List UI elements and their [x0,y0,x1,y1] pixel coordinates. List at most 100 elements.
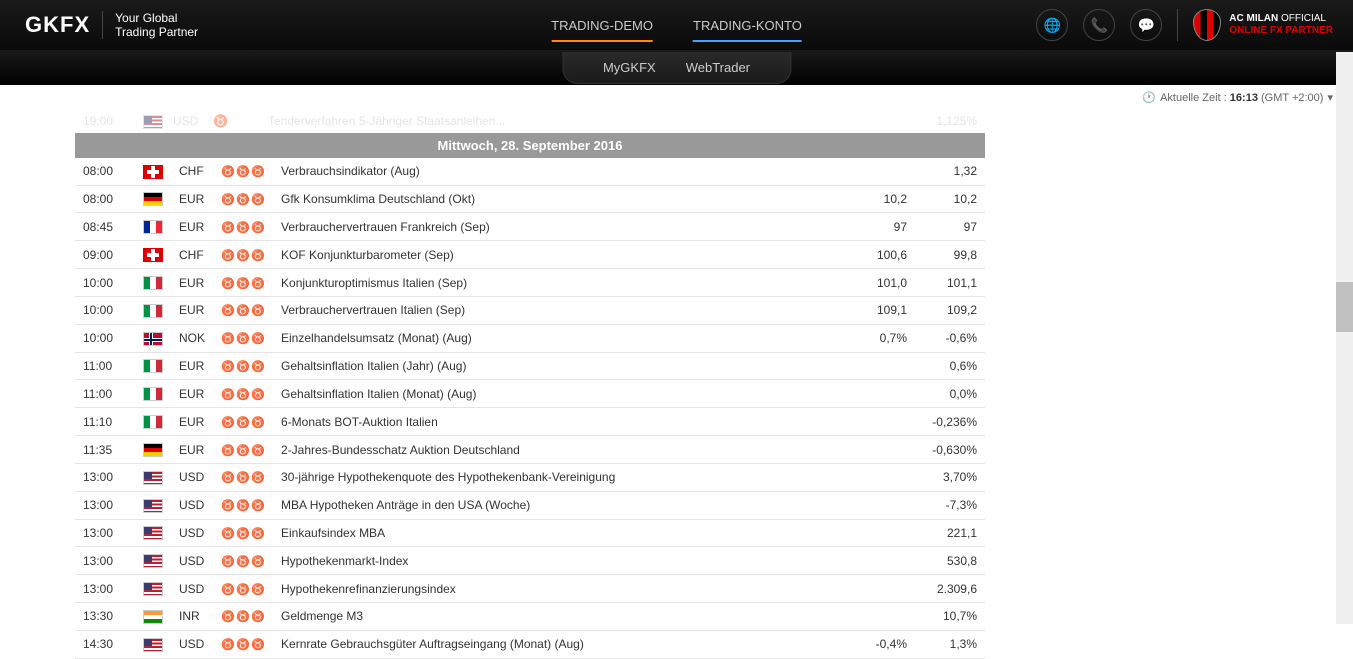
cell-event: MBA Hypotheken Anträge in den USA (Woche… [273,491,845,519]
bull-icon: ♉ [236,304,250,316]
cell-event: Verbrauchsindikator (Aug) [273,158,845,185]
scrollbar[interactable] [1336,52,1353,624]
timezone-dropdown-icon[interactable]: ▾ [1327,91,1333,104]
cell-currency: EUR [171,296,213,324]
flag-icon [143,165,163,179]
table-row[interactable]: 09:00CHF♉♉♉KOF Konjunkturbarometer (Sep)… [75,241,985,269]
cell-forecast: -0,4% [845,630,915,658]
header-right: 🌐 📞 💬 AC MILAN OFFICIAL ONLINE FX PARTNE… [1036,9,1353,41]
cell-currency: EUR [171,380,213,408]
table-row[interactable]: 08:00CHF♉♉♉Verbrauchsindikator (Aug)1,32 [75,158,985,185]
cell-previous: 10,7% [915,603,985,631]
cell-impact: ♉♉♉ [213,213,273,241]
bull-icon: ♉ [221,277,235,289]
scrollbar-thumb[interactable] [1336,282,1353,332]
cell-previous: 221,1 [915,519,985,547]
logo[interactable]: GKFX [25,12,90,38]
table-row[interactable]: 13:00USD♉♉♉MBA Hypotheken Anträge in den… [75,491,985,519]
globe-icon[interactable]: 🌐 [1036,9,1068,41]
bull-icon: ♉ [251,444,265,456]
cell-forecast [845,519,915,547]
cell-impact: ♉♉♉ [213,463,273,491]
subheader: MyGKFX WebTrader [0,50,1353,85]
cell-forecast: 109,1 [845,296,915,324]
cell-impact: ♉♉♉ [213,241,273,269]
timezone: (GMT +2:00) [1261,92,1323,104]
subnav-webtrader[interactable]: WebTrader [686,60,750,75]
cell-impact: ♉♉♉ [213,491,273,519]
bull-icon: ♉ [221,583,235,595]
cell-time: 11:00 [75,380,135,408]
phone-icon[interactable]: 📞 [1083,9,1115,41]
cell-forecast: 100,6 [845,241,915,269]
tab-trading-konto[interactable]: TRADING-KONTO [673,0,822,50]
table-row[interactable]: 08:00EUR♉♉♉Gfk Konsumklima Deutschland (… [75,185,985,213]
cell-time: 13:00 [75,547,135,575]
cell-impact: ♉♉♉ [213,324,273,352]
cell-forecast [845,575,915,603]
bull-icon: ♉ [251,555,265,567]
cell-flag [135,603,171,631]
bull-icon: ♉ [251,332,265,344]
bull-icon: ♉ [236,221,250,233]
flag-icon [143,276,163,290]
cell-forecast [845,352,915,380]
table-row[interactable]: 08:45EUR♉♉♉Verbrauchervertrauen Frankrei… [75,213,985,241]
table-row[interactable]: 13:30INR♉♉♉Geldmenge M310,7% [75,603,985,631]
cell-previous: 1,3% [915,630,985,658]
bull-icon: ♉ [221,527,235,539]
table-row[interactable]: 13:00USD♉♉♉Hypothekenmarkt-Index530,8 [75,547,985,575]
flag-icon [143,359,163,373]
tab-trading-demo[interactable]: TRADING-DEMO [531,0,673,50]
bull-icon: ♉ [236,277,250,289]
flag-icon [143,638,163,652]
bull-icon: ♉ [251,193,265,205]
table-row[interactable]: 13:00USD♉♉♉Einkaufsindex MBA221,1 [75,519,985,547]
table-row[interactable]: 14:30USD♉♉♉Kernrate Gebrauchsgüter Auftr… [75,630,985,658]
bull-icon: ♉ [221,499,235,511]
bull-icon: ♉ [251,638,265,650]
chat-icon[interactable]: 💬 [1130,9,1162,41]
cell-currency: NOK [171,324,213,352]
table-row[interactable]: 10:00EUR♉♉♉Konjunkturoptimismus Italien … [75,269,985,297]
main-header: GKFX Your Global Trading Partner TRADING… [0,0,1353,50]
cell-flag [135,269,171,297]
bull-icon: ♉ [221,165,235,177]
subheader-center: MyGKFX WebTrader [562,52,791,84]
cell-previous: 3,70% [915,463,985,491]
subnav-mygkfx[interactable]: MyGKFX [603,60,656,75]
time-bar: 🕐 Aktuelle Zeit : 16:13 (GMT +2:00) ▾ [0,85,1353,110]
table-row[interactable]: 11:10EUR♉♉♉6-Monats BOT-Auktion Italien-… [75,408,985,436]
cell-impact: ♉♉♉ [213,630,273,658]
cell-forecast: 0,7% [845,324,915,352]
cell-forecast [845,491,915,519]
cell-event: 6-Monats BOT-Auktion Italien [273,408,845,436]
cell-event: 30-jährige Hypothekenquote des Hypotheke… [273,463,845,491]
flag-icon [143,220,163,234]
bull-icon: ♉ [221,471,235,483]
cell-time: 13:00 [75,575,135,603]
cell-time: 10:00 [75,296,135,324]
table-row[interactable]: 11:35EUR♉♉♉2-Jahres-Bundesschatz Auktion… [75,436,985,464]
cell-currency: EUR [171,408,213,436]
cell-previous: 530,8 [915,547,985,575]
cell-flag [135,241,171,269]
bull-icon: ♉ [251,471,265,483]
cell-forecast [845,463,915,491]
table-row[interactable]: 10:00NOK♉♉♉Einzelhandelsumsatz (Monat) (… [75,324,985,352]
table-row[interactable]: 10:00EUR♉♉♉Verbrauchervertrauen Italien … [75,296,985,324]
cell-currency: CHF [171,241,213,269]
cell-flag [135,575,171,603]
cell-time: 11:35 [75,436,135,464]
table-row[interactable]: 11:00EUR♉♉♉Gehaltsinflation Italien (Jah… [75,352,985,380]
cell-event: Konjunkturoptimismus Italien (Sep) [273,269,845,297]
table-row[interactable]: 13:00USD♉♉♉Hypothekenrefinanzierungsinde… [75,575,985,603]
cell-previous: -7,3% [915,491,985,519]
table-row[interactable]: 11:00EUR♉♉♉Gehaltsinflation Italien (Mon… [75,380,985,408]
bull-icon: ♉ [236,638,250,650]
table-row[interactable]: 13:00USD♉♉♉30-jährige Hypothekenquote de… [75,463,985,491]
bull-icon: ♉ [236,332,250,344]
flag-icon [143,115,163,129]
cell-event: Einkaufsindex MBA [273,519,845,547]
cell-time: 13:30 [75,603,135,631]
